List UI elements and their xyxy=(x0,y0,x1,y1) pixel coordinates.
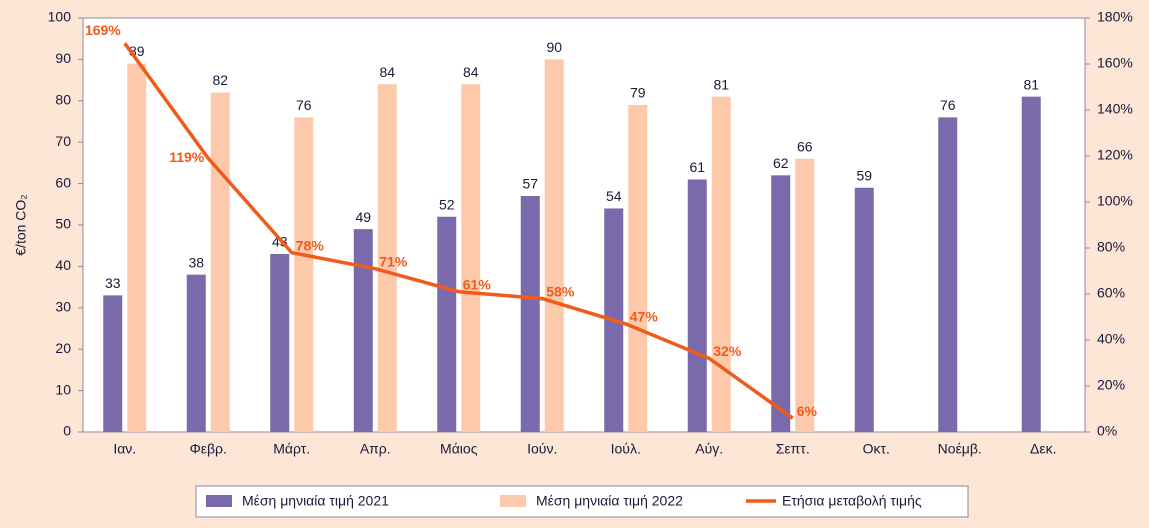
y2-tick-label: 20% xyxy=(1097,377,1125,393)
line-label: 6% xyxy=(797,403,818,419)
x-tick-label: Ιούν. xyxy=(527,441,557,457)
legend-swatch xyxy=(500,495,526,507)
bar xyxy=(270,253,290,432)
y2-tick-label: 40% xyxy=(1097,331,1125,347)
bar-label: 61 xyxy=(689,159,705,175)
y-tick-label: 10 xyxy=(55,381,71,397)
y2-tick-label: 160% xyxy=(1097,55,1133,71)
y2-tick-label: 0% xyxy=(1097,423,1117,439)
x-tick-label: Οκτ. xyxy=(863,441,890,457)
bar-label: 38 xyxy=(188,254,204,270)
y-tick-label: 40 xyxy=(55,257,71,273)
line xyxy=(123,42,794,420)
bar xyxy=(544,59,564,433)
bar xyxy=(628,104,648,432)
plot-area xyxy=(82,17,1086,433)
bar-label: 81 xyxy=(1023,76,1039,92)
bar-label: 82 xyxy=(212,72,228,88)
y-tick-label: 100 xyxy=(48,9,72,25)
legend-label: Μέση μηνιαία τιμή 2021 xyxy=(242,493,389,509)
bar-label: 76 xyxy=(296,97,312,113)
y2-tick-label: 120% xyxy=(1097,147,1133,163)
y2-tick-label: 60% xyxy=(1097,285,1125,301)
bar-label: 90 xyxy=(546,39,562,55)
y-tick-label: 70 xyxy=(55,133,71,149)
x-tick-label: Αύγ. xyxy=(695,441,723,457)
legend-label: Μέση μηνιαία τιμή 2022 xyxy=(536,493,683,509)
bar xyxy=(103,295,123,432)
bar xyxy=(210,92,230,433)
bar xyxy=(854,187,874,432)
line-label: 78% xyxy=(296,237,325,253)
y-tick-label: 20 xyxy=(55,340,71,356)
bar-label: 54 xyxy=(606,188,622,204)
bar xyxy=(127,63,147,432)
bar-label: 57 xyxy=(522,176,538,192)
bar xyxy=(520,196,540,432)
bar-label: 33 xyxy=(105,275,121,291)
x-tick-label: Ιούλ. xyxy=(611,441,641,457)
y-tick-label: 80 xyxy=(55,92,71,108)
bar xyxy=(353,229,373,432)
bar xyxy=(795,158,815,432)
y-tick-label: 90 xyxy=(55,50,71,66)
bar xyxy=(294,117,314,433)
bar xyxy=(711,96,731,432)
bar xyxy=(1021,96,1041,432)
bar-label: 84 xyxy=(463,64,479,80)
legend-swatch xyxy=(206,495,232,507)
line-label: 71% xyxy=(379,253,408,269)
bar-label: 49 xyxy=(355,209,371,225)
y2-tick-label: 140% xyxy=(1097,101,1133,117)
legend-label: Ετήσια μεταβολή τιμής xyxy=(782,493,922,509)
bar xyxy=(938,117,958,433)
bar-label: 79 xyxy=(630,85,646,101)
y2-tick-label: 180% xyxy=(1097,9,1133,25)
bar xyxy=(437,216,457,432)
line-label: 169% xyxy=(85,22,121,38)
bar-label: 52 xyxy=(439,196,455,212)
x-tick-label: Σεπτ. xyxy=(776,441,810,457)
y-axis-label: €/ton CO₂ xyxy=(13,194,29,255)
bar-label: 62 xyxy=(773,155,789,171)
y-tick-label: 50 xyxy=(55,216,71,232)
x-tick-label: Ιαν. xyxy=(113,441,136,457)
bar xyxy=(377,84,397,433)
bar-label: 59 xyxy=(856,167,872,183)
bar-label: 76 xyxy=(940,97,956,113)
x-tick-label: Μάιος xyxy=(440,441,478,457)
y2-tick-label: 100% xyxy=(1097,193,1133,209)
x-tick-label: Δεκ. xyxy=(1030,441,1056,457)
legend xyxy=(195,485,969,518)
y-tick-label: 60 xyxy=(55,174,71,190)
bar-label: 81 xyxy=(713,76,729,92)
bar xyxy=(461,84,481,433)
line-label: 32% xyxy=(713,343,742,359)
bar xyxy=(186,274,206,432)
line-label: 58% xyxy=(546,283,575,299)
bar xyxy=(687,179,707,432)
y-tick-label: 30 xyxy=(55,299,71,315)
x-tick-label: Απρ. xyxy=(360,441,391,457)
line-label: 119% xyxy=(169,149,205,165)
x-tick-label: Νοέμβ. xyxy=(938,441,982,457)
bar-label: 84 xyxy=(379,64,395,80)
y2-tick-label: 80% xyxy=(1097,239,1125,255)
x-tick-label: Μάρτ. xyxy=(273,441,310,457)
bar xyxy=(771,175,791,432)
x-tick-label: Φεβρ. xyxy=(190,441,227,457)
line-label: 47% xyxy=(630,309,659,325)
line-label: 61% xyxy=(463,276,492,292)
bar-label: 66 xyxy=(797,138,813,154)
y-tick-label: 0 xyxy=(63,423,71,439)
